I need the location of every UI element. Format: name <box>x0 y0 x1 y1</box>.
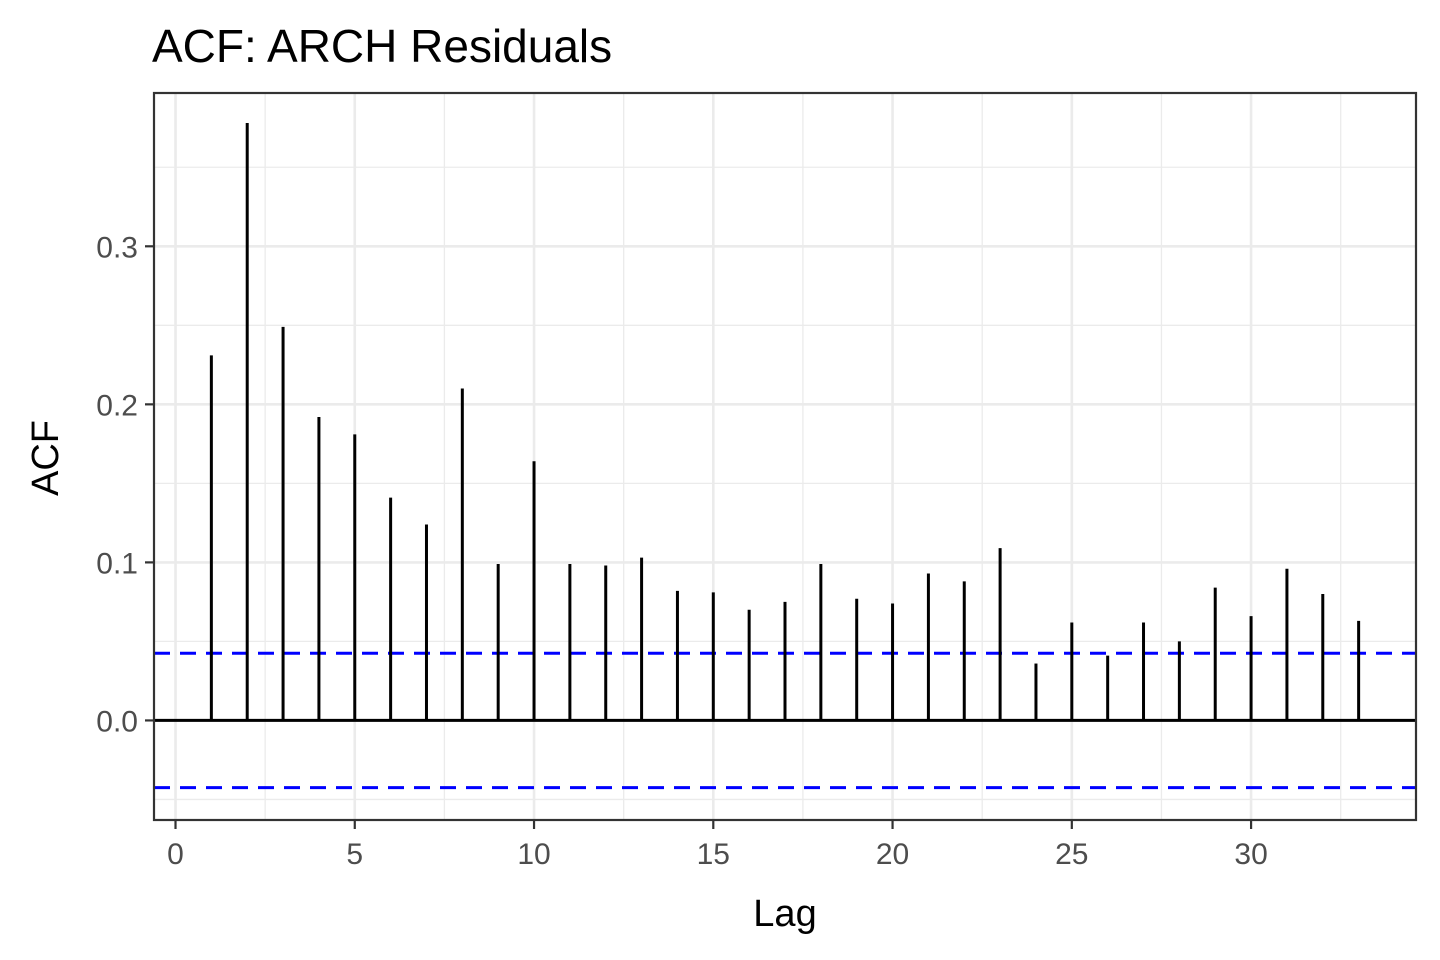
x-tick-label: 20 <box>876 838 909 871</box>
x-tick-label: 15 <box>697 838 730 871</box>
y-tick-label: 0.3 <box>96 231 138 264</box>
x-tick-label: 5 <box>346 838 363 871</box>
chart-title: ACF: ARCH Residuals <box>152 20 612 72</box>
x-tick-label: 0 <box>167 838 184 871</box>
y-tick-label: 0.0 <box>96 705 138 738</box>
x-axis-title: Lag <box>753 893 816 935</box>
x-tick-label: 10 <box>517 838 550 871</box>
plot-panel <box>152 91 1418 822</box>
y-axis-title: ACF <box>25 420 67 496</box>
panel-border <box>152 91 1418 822</box>
y-tick-label: 0.1 <box>96 547 138 580</box>
x-tick-label: 25 <box>1055 838 1088 871</box>
y-tick-label: 0.2 <box>96 389 138 422</box>
x-tick-label: 30 <box>1234 838 1267 871</box>
